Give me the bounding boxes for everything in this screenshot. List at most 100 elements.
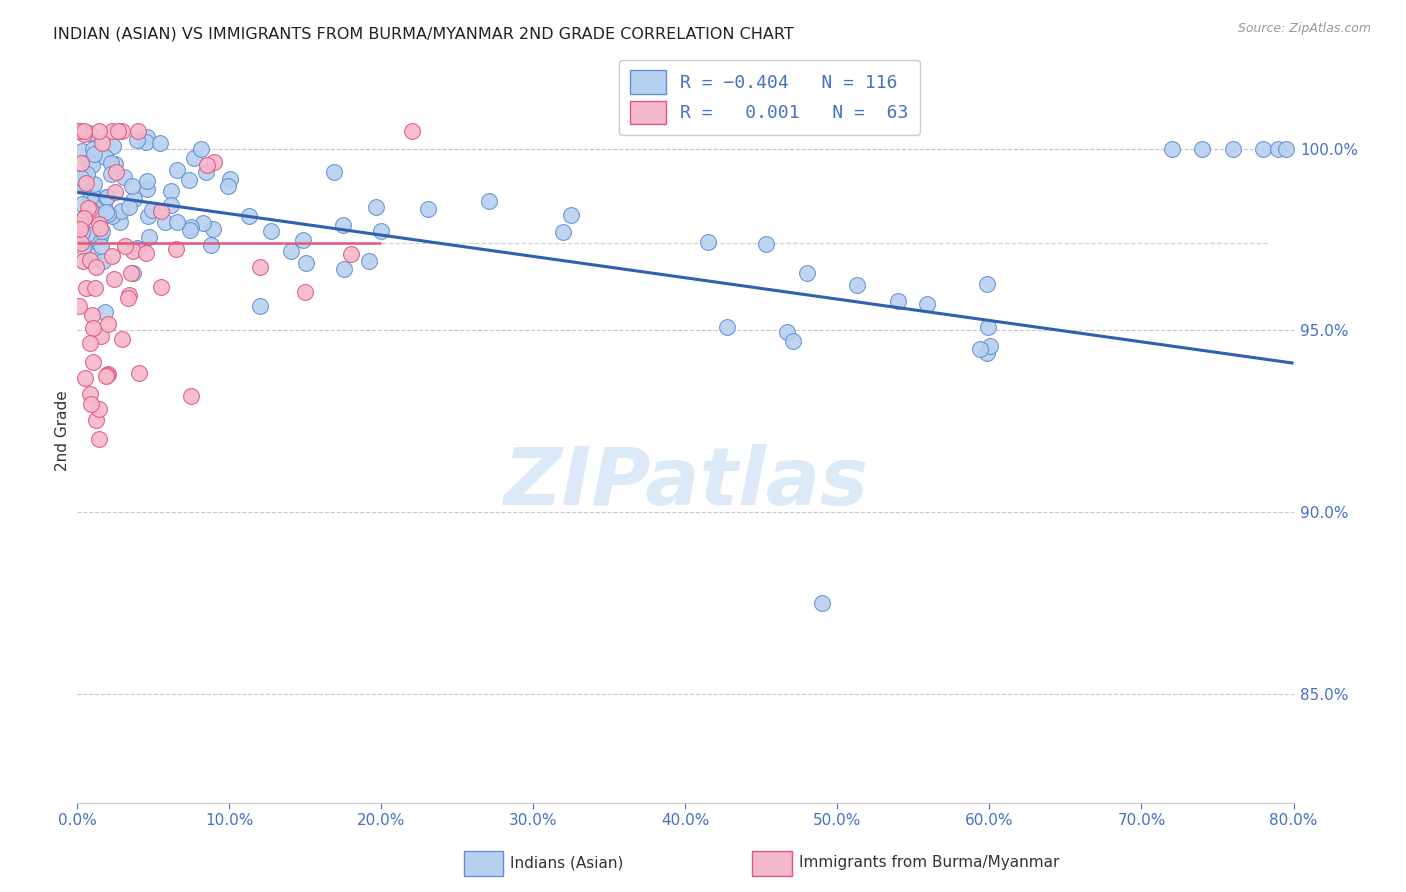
Point: [977, 320, 1000, 334]
Point: [340, 246, 363, 260]
Point: [114, 239, 136, 253]
Point: [83, 206, 105, 220]
Point: [93, 198, 115, 212]
Point: [104, 165, 127, 179]
Point: [80, 158, 103, 172]
Point: [104, 185, 127, 199]
Text: ZIPatlas: ZIPatlas: [503, 443, 868, 522]
Point: [294, 285, 316, 299]
Point: [811, 596, 834, 610]
Point: [775, 325, 797, 339]
Point: [76, 201, 98, 215]
Point: [82, 321, 104, 335]
Point: [69, 155, 91, 169]
Point: [122, 266, 145, 280]
Point: [94, 205, 117, 219]
Point: [249, 299, 271, 313]
Point: [260, 223, 283, 237]
Point: [94, 190, 117, 204]
Point: [79, 232, 101, 246]
Point: [101, 123, 124, 137]
Point: [83, 281, 105, 295]
Point: [122, 244, 145, 258]
Point: [136, 129, 159, 144]
Point: [121, 179, 143, 194]
Point: [249, 260, 271, 274]
Point: [79, 387, 101, 401]
Point: [101, 139, 124, 153]
Point: [97, 206, 120, 220]
Point: [72, 239, 94, 253]
Point: [82, 308, 104, 322]
Point: [84, 191, 107, 205]
Point: [846, 278, 869, 293]
Text: Immigrants from Burma/Myanmar: Immigrants from Burma/Myanmar: [799, 855, 1059, 870]
Point: [238, 209, 260, 223]
Point: [79, 397, 101, 411]
Point: [180, 219, 202, 234]
Point: [332, 218, 354, 232]
Point: [79, 202, 101, 216]
Point: [195, 158, 218, 172]
Point: [110, 215, 132, 229]
Point: [70, 219, 93, 233]
Point: [69, 222, 91, 236]
Point: [67, 123, 90, 137]
Point: [200, 237, 222, 252]
Point: [69, 177, 91, 191]
Point: [70, 178, 93, 193]
Point: [359, 254, 381, 268]
Point: [110, 204, 132, 219]
Point: [83, 177, 105, 191]
Point: [153, 215, 176, 229]
Point: [73, 127, 96, 141]
Point: [280, 244, 302, 258]
Point: [138, 209, 160, 223]
Point: [976, 346, 998, 360]
Point: [79, 252, 101, 267]
Point: [82, 249, 104, 263]
Point: [887, 293, 910, 308]
Point: [1267, 142, 1289, 156]
Point: [111, 332, 134, 346]
Point: [69, 123, 91, 137]
Point: [96, 368, 118, 383]
Point: [1222, 142, 1244, 156]
Legend: R = −0.404   N = 116, R =   0.001   N =  63: R = −0.404 N = 116, R = 0.001 N = 63: [619, 60, 920, 135]
Point: [1161, 142, 1184, 156]
Point: [401, 123, 423, 137]
Point: [104, 157, 127, 171]
Point: [73, 123, 96, 137]
Point: [125, 133, 148, 147]
Text: INDIAN (ASIAN) VS IMMIGRANTS FROM BURMA/MYANMAR 2ND GRADE CORRELATION CHART: INDIAN (ASIAN) VS IMMIGRANTS FROM BURMA/…: [53, 27, 794, 42]
Point: [96, 368, 118, 383]
Y-axis label: 2nd Grade: 2nd Grade: [55, 390, 70, 471]
Point: [96, 190, 118, 204]
Point: [135, 174, 157, 188]
Point: [478, 194, 501, 209]
Point: [370, 224, 392, 238]
Point: [67, 123, 90, 137]
Point: [118, 200, 141, 214]
Point: [135, 135, 157, 149]
Point: [166, 162, 188, 177]
Point: [1191, 142, 1213, 156]
Point: [782, 334, 804, 349]
Point: [91, 224, 114, 238]
Point: [159, 198, 181, 212]
Point: [117, 291, 139, 305]
Point: [87, 402, 110, 417]
Point: [72, 225, 94, 239]
Point: [292, 233, 315, 247]
Point: [135, 182, 157, 196]
Point: [755, 237, 778, 252]
Point: [100, 156, 122, 170]
Point: [89, 221, 111, 235]
Point: [138, 229, 160, 244]
Point: [160, 184, 183, 198]
Point: [179, 172, 201, 186]
Point: [202, 154, 225, 169]
Point: [87, 217, 110, 231]
Point: [165, 242, 187, 256]
Point: [332, 262, 354, 277]
